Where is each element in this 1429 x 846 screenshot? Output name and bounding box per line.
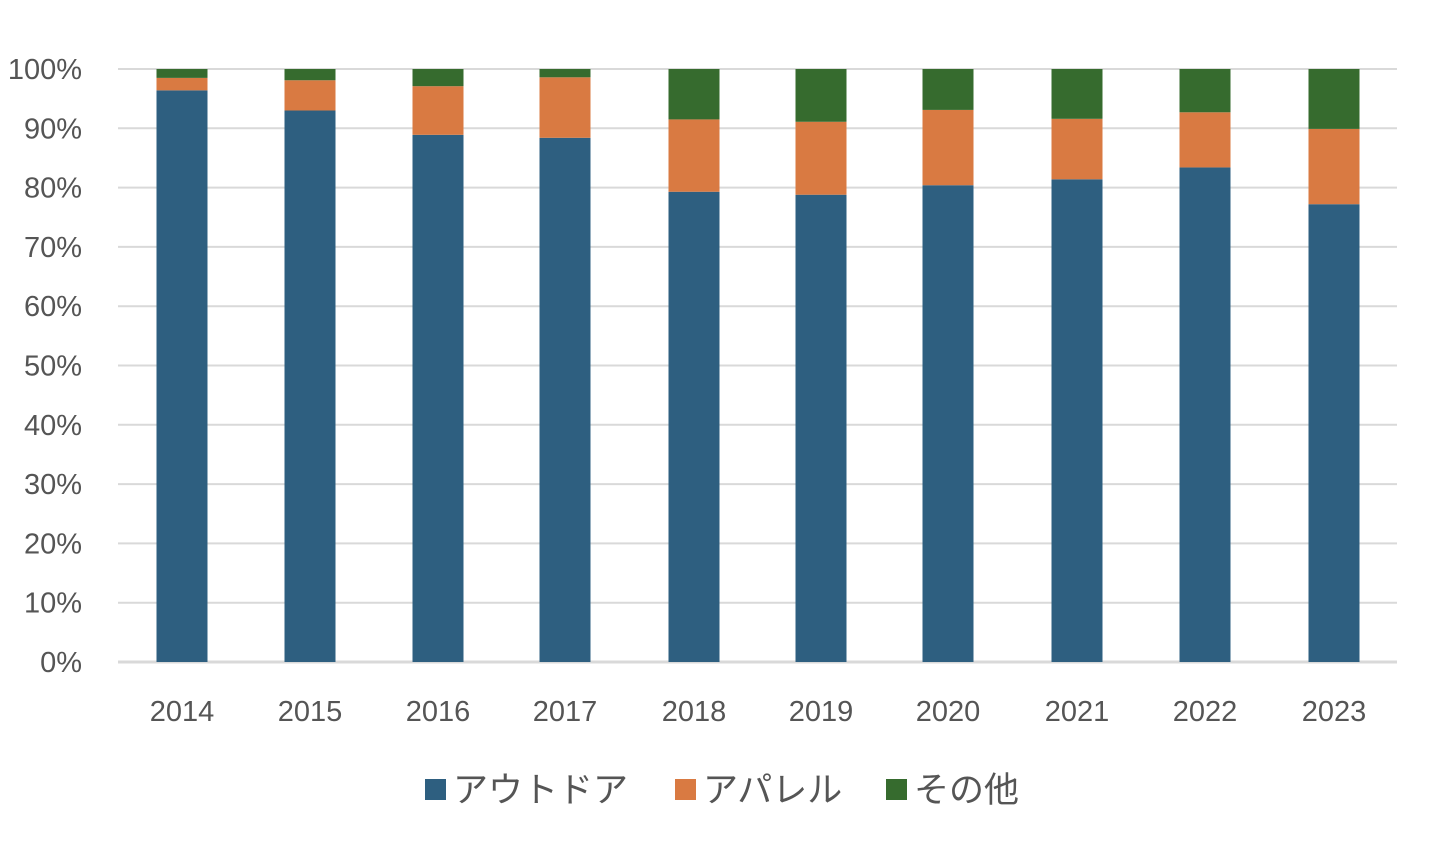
x-tick-label: 2014 (150, 696, 215, 728)
bar-segment-1 (922, 185, 974, 662)
bar-stack-2014 (156, 69, 208, 662)
bar-segment-2 (156, 77, 208, 91)
bar-segment-1 (284, 110, 336, 662)
bar-segment-1 (156, 90, 208, 662)
bar-segment-2 (1308, 128, 1360, 205)
x-tick-label: 2019 (789, 696, 854, 728)
legend-label: アウトドア (453, 771, 628, 811)
bar-segment-1 (668, 191, 720, 662)
bar-segment-1 (1179, 167, 1231, 663)
legend-label: アパレル (703, 771, 842, 811)
y-tick-label: 10% (24, 588, 82, 620)
y-tick-label: 60% (24, 291, 82, 323)
bars (156, 69, 1360, 663)
bar-segment-3 (412, 69, 464, 87)
bar-stack-2020 (922, 69, 974, 662)
bar-stack-2022 (1179, 69, 1231, 663)
bar-segment-3 (668, 69, 720, 120)
bar-stack-2021 (1051, 69, 1103, 662)
x-tick-label: 2020 (916, 696, 981, 728)
y-tick-label: 0% (40, 647, 82, 679)
legend-swatch (886, 779, 907, 800)
bar-segment-2 (1051, 118, 1103, 180)
x-tick-label: 2015 (278, 696, 343, 728)
bar-segment-3 (284, 69, 336, 81)
bar-stack-2019 (795, 69, 847, 662)
bar-segment-2 (795, 121, 847, 195)
x-tick-label: 2017 (533, 696, 598, 728)
bar-segment-3 (156, 69, 208, 78)
bar-stack-2015 (284, 69, 336, 662)
bar-segment-2 (1179, 112, 1231, 168)
x-tick-label: 2023 (1302, 696, 1367, 728)
bar-segment-3 (1308, 69, 1360, 129)
bar-stack-2018 (668, 69, 720, 662)
x-tick-label: 2018 (662, 696, 727, 728)
bar-stack-2016 (412, 69, 464, 662)
bar-segment-2 (412, 86, 464, 135)
bar-stack-2017 (539, 69, 591, 663)
y-tick-label: 100% (8, 54, 82, 86)
bar-segment-3 (539, 69, 591, 78)
x-tick-label: 2016 (406, 696, 471, 728)
x-tick-label: 2021 (1045, 696, 1110, 728)
y-tick-label: 30% (24, 469, 82, 501)
bar-segment-3 (922, 69, 974, 110)
bar-segment-1 (1308, 204, 1360, 663)
x-tick-label: 2022 (1173, 696, 1238, 728)
bar-segment-3 (1051, 69, 1103, 119)
bar-stack-2023 (1308, 69, 1360, 663)
bar-segment-3 (795, 69, 847, 122)
bar-segment-3 (1179, 69, 1231, 113)
bar-segment-1 (1051, 179, 1103, 662)
y-tick-label: 80% (24, 173, 82, 205)
bar-segment-2 (922, 109, 974, 186)
bar-segment-1 (539, 137, 591, 663)
y-tick-label: 40% (24, 410, 82, 442)
y-axis-tick-labels: 0% 10% 20% 30% 40% 50% 60% 70% 80% 90% 100% (8, 54, 82, 679)
y-tick-label: 90% (24, 113, 82, 145)
legend-item: その他 (886, 771, 1019, 811)
y-tick-label: 20% (24, 528, 82, 560)
bar-segment-2 (284, 80, 336, 111)
x-axis-tick-labels: 2014 2015 2016 2017 2018 2019 2020 2021 2022 2023 (150, 696, 1367, 728)
legend-swatch (425, 779, 446, 800)
legend-swatch (675, 779, 696, 800)
bar-segment-1 (412, 134, 464, 662)
y-tick-label: 70% (24, 232, 82, 264)
bar-segment-1 (795, 194, 847, 662)
legend-label: その他 (914, 771, 1019, 811)
bar-segment-2 (668, 119, 720, 192)
legend-item: アパレル (675, 771, 842, 811)
bar-segment-2 (539, 77, 591, 138)
legend: アウトドア アパレル その他 (425, 771, 1019, 811)
legend-item: アウトドア (425, 771, 628, 811)
y-tick-label: 50% (24, 351, 82, 383)
